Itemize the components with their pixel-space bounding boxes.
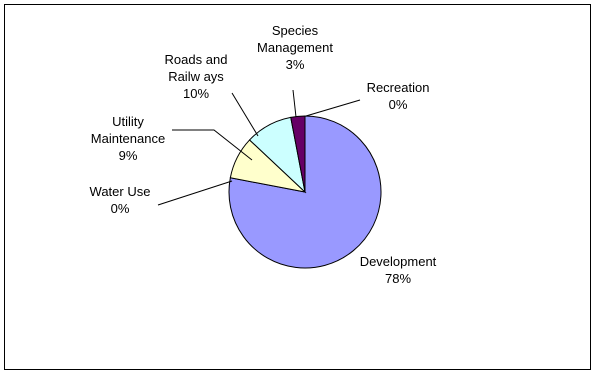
data-label-line: Water Use xyxy=(90,184,151,199)
leader-line-utility-maintenance xyxy=(172,129,253,161)
data-label-roads-and-railways: Roads and Railw ays 10% xyxy=(165,52,228,101)
data-label-line: 10% xyxy=(183,86,209,101)
data-label-line: Roads and xyxy=(165,52,228,67)
data-label-line: 78% xyxy=(385,271,411,286)
data-label-species-management: Species Management 3% xyxy=(257,23,333,72)
data-label-water-use: Water Use 0% xyxy=(90,184,151,216)
data-label-line: Utility xyxy=(112,114,144,129)
data-label-line: Development xyxy=(360,254,437,269)
leader-line-recreation xyxy=(305,99,361,117)
data-label-line: Recreation xyxy=(367,80,430,95)
data-label-line: 0% xyxy=(111,201,130,216)
leader-line-roads-and-railways xyxy=(231,92,259,137)
data-label-development: Development 78% xyxy=(360,254,437,286)
data-label-utility-maintenance: Utility Maintenance 9% xyxy=(91,114,165,163)
data-label-recreation: Recreation 0% xyxy=(367,80,430,112)
leader-line-species-management xyxy=(292,89,297,118)
data-label-line: 9% xyxy=(119,148,138,163)
pie-slice-species-management xyxy=(290,115,306,193)
data-label-line: 0% xyxy=(389,97,408,112)
data-label-line: Maintenance xyxy=(91,131,165,146)
data-label-line: Species xyxy=(272,23,319,38)
data-label-line: Management xyxy=(257,40,333,55)
pie-slice-development xyxy=(228,115,382,269)
data-label-line: 3% xyxy=(286,57,305,72)
data-label-line: Railw ays xyxy=(168,69,224,84)
leader-line-water-use xyxy=(157,180,233,206)
